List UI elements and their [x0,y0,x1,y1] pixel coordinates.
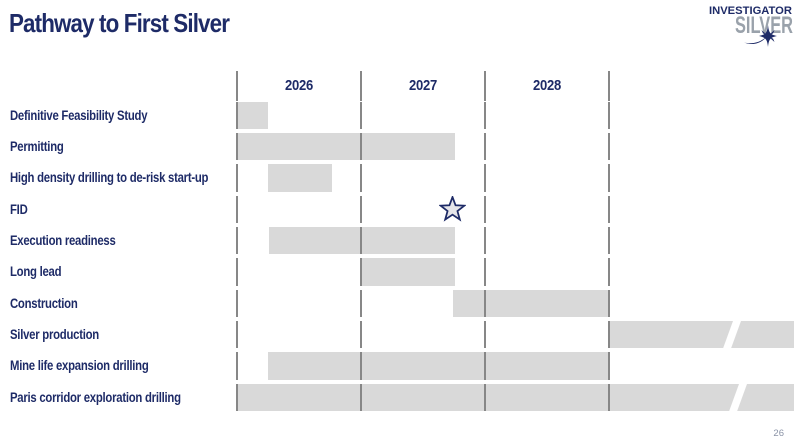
gantt-bar [452,289,609,318]
row-label: Definitive Feasibility Study [10,107,148,123]
page-title: Pathway to First Silver [9,8,230,38]
gridline [608,164,610,192]
gantt-bar [361,258,456,286]
gridline [484,258,486,286]
gridline [608,383,610,412]
gantt-bar [237,132,456,161]
row-label: Silver production [10,326,99,342]
row-label: FID [10,201,28,217]
row-label: Construction [10,295,78,311]
gridline [608,352,610,380]
gridline [360,383,362,412]
gantt-bar [268,352,609,380]
gridline [360,226,362,255]
gridline [608,132,610,161]
logo-wordmark-top: INVESTIGATOR [709,5,792,17]
gridline [236,320,238,349]
gridline [360,195,362,224]
gridline [608,195,610,224]
gridline [236,352,238,380]
fid-star-icon [438,194,468,223]
gridline [608,258,610,286]
gridline [608,71,610,101]
gridline [484,164,486,192]
gridline [360,352,362,380]
gridline [608,101,610,129]
gridline [484,195,486,224]
gantt-bar [268,164,333,192]
gridline [360,164,362,192]
gridline [236,383,238,412]
gridline [608,289,610,318]
gridline [360,101,362,129]
gridline [484,101,486,129]
gantt-bar [237,383,794,412]
row-label: Paris corridor exploration drilling [10,389,181,405]
company-logo: INVESTIGATOR SILVER [709,5,793,47]
gridline [484,132,486,161]
gridline [608,320,610,349]
gridline [236,289,238,318]
gridline [360,289,362,318]
gridline [360,320,362,349]
gridline [360,71,362,101]
gantt-bar [269,226,456,255]
row-label: Permitting [10,138,64,154]
gridline [484,289,486,318]
gridline [236,71,238,101]
gridline [236,132,238,161]
gridline [608,226,610,255]
gridline [236,101,238,129]
page-number: 26 [773,428,784,439]
row-label: Long lead [10,264,62,280]
gantt-bar [237,101,268,129]
gridline [360,258,362,286]
year-header: 2026 [285,78,313,94]
year-header: 2028 [533,78,561,94]
gridline [484,383,486,412]
gridline [484,352,486,380]
starburst-icon [744,25,777,47]
gantt-bar [609,320,794,349]
row-label: High density drilling to de-risk start-u… [10,170,209,186]
row-label: Execution readiness [10,232,116,248]
row-label: Mine life expansion drilling [10,358,149,374]
gridline [236,164,238,192]
year-header: 2027 [409,78,437,94]
gridline [484,320,486,349]
gridline [236,195,238,224]
gridline [236,258,238,286]
gridline [484,71,486,101]
gridline [236,226,238,255]
gridline [360,132,362,161]
gridline [484,226,486,255]
